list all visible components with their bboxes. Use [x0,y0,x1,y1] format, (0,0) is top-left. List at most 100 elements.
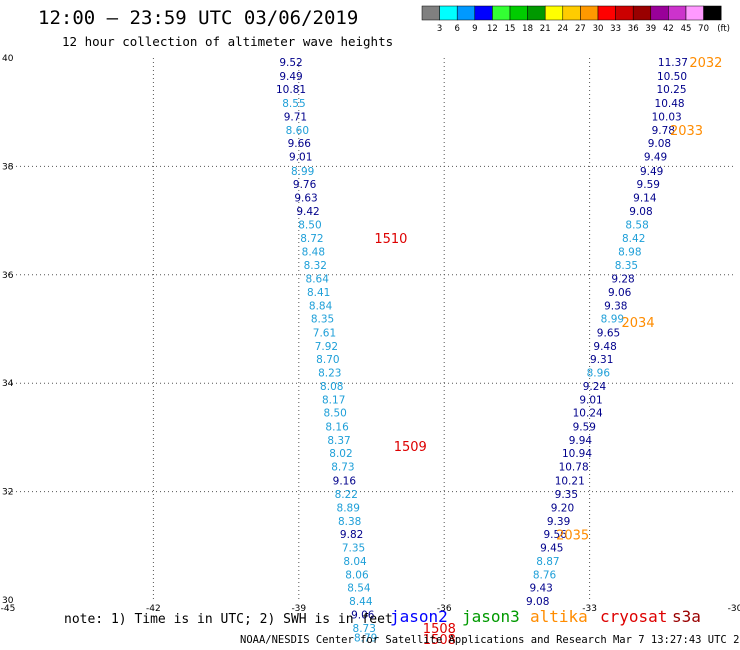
colorbar-swatch [703,5,722,21]
colorbar-tick-label: 33 [610,24,621,34]
orbit-annotation: 1508 [423,622,456,637]
data-point-label: 9.16 [333,475,357,487]
colorbar-swatch [509,5,528,21]
chart-subtitle: 12 hour collection of altimeter wave hei… [62,34,394,49]
data-point-label: 9.20 [551,502,574,514]
colorbar-tick-label: 30 [593,24,604,34]
data-point-label: 8.60 [286,125,309,137]
y-tick-label: 38 [2,162,14,172]
data-point-label: 9.01 [289,152,312,164]
data-point-label: 8.44 [349,596,373,608]
orbit-annotation: 2033 [670,124,703,139]
data-point-label: 8.48 [302,247,325,259]
data-point-label: 10.03 [652,112,682,124]
data-point-label: 8.54 [347,583,371,595]
colorbar-tick-label: 45 [681,24,692,34]
data-point-label: 9.38 [604,301,627,313]
x-tick-label: -33 [582,604,597,614]
data-point-label: 8.99 [291,166,314,178]
colorbar-tick-label: 18 [522,24,533,34]
data-point-label: 8.73 [353,623,376,635]
colorbar-swatch [456,5,476,21]
data-point-label: 8.22 [335,489,358,501]
data-point-label: 7.61 [313,327,336,339]
data-point-label: 9.14 [633,192,657,204]
data-point-label: 9.56 [543,529,567,541]
data-point-label: 9.08 [648,138,671,150]
data-point-label: 8.08 [320,381,343,393]
data-point-label: 9.43 [529,583,552,595]
data-point-label: 8.70 [316,354,339,366]
data-point-label: 9.52 [279,57,302,69]
data-point-label: 9.49 [279,71,302,83]
data-point-label: 9.08 [526,596,549,608]
colorbar-swatch [474,5,493,21]
data-point-label: 8.37 [327,435,350,447]
data-point-label: 9.42 [296,206,319,218]
data-point-label: 9.59 [637,179,660,191]
orbit-annotation: 2032 [689,56,722,71]
colorbar-tick-label: 70 [698,24,709,34]
data-point-label: 7.92 [315,341,338,353]
data-point-label: 8.50 [323,408,346,420]
y-tick-label: 34 [2,379,14,389]
data-point-label: 7.35 [342,542,365,554]
x-tick-label: -45 [1,604,16,614]
legend-jason2: jason2 [390,607,448,626]
data-point-label: 8.35 [311,314,334,326]
colorbar-tick-label: 39 [645,24,656,34]
y-tick-label: 40 [2,54,14,64]
chart-title: 12:00 – 23:59 UTC 03/06/2019 [38,7,359,29]
colorbar-swatch [632,5,652,21]
data-point-label: 8.58 [625,219,648,231]
orbit-annotation: 1509 [394,440,427,455]
data-point-label: 9.78 [652,125,675,137]
data-point-label: 9.63 [294,192,317,204]
data-point-label: 9.39 [547,516,570,528]
data-point-label: 8.55 [282,98,305,110]
data-point-label: 9.06 [351,610,375,622]
data-point-label: 10.50 [657,71,687,83]
data-point-label: 9.65 [597,327,620,339]
data-point-label: 9.08 [629,206,652,218]
data-point-label: 9.59 [573,422,596,434]
colorbar-unit: (ft) [717,24,730,34]
data-point-label: 8.76 [533,570,557,582]
data-point-label: 8.16 [325,422,349,434]
x-tick-label: -36 [437,604,452,614]
data-point-label: 8.41 [307,287,330,299]
colorbar-tick-label: 3 [437,24,442,34]
colorbar-swatch [492,5,511,21]
data-point-label: 8.64 [306,274,330,286]
note-text: note: 1) Time is in UTC; 2) SWH is in fe… [64,612,393,627]
legend-s3a: s3a [672,607,701,626]
colorbar-tick-label: 27 [575,24,586,34]
x-tick-label: -42 [146,604,161,614]
data-point-label: 8.17 [322,395,345,407]
orbit-annotation: 1508 [423,633,456,648]
data-point-label: 9.71 [284,112,307,124]
orbit-annotation: 2034 [622,316,655,331]
colorbar-swatch [615,5,634,21]
y-tick-label: 36 [2,271,14,281]
data-point-label: 8.87 [536,556,559,568]
data-point-label: 10.25 [656,84,686,96]
colorbar-tick-label: 9 [472,24,477,34]
data-point-label: 10.81 [276,84,306,96]
data-point-label: 9.49 [644,152,667,164]
data-point-label: 9.01 [579,395,602,407]
data-point-label: 9.35 [555,489,578,501]
data-point-label: 8.84 [309,301,333,313]
colorbar-swatch [580,5,599,21]
legend-jason3: jason3 [462,607,520,626]
data-point-label: 9.24 [583,381,607,393]
data-point-label: 9.06 [608,287,632,299]
colorbar-swatch [439,5,458,21]
credit-text: NOAA/NESDIS Center for Satellite Applica… [240,634,740,646]
data-point-label: 8.72 [300,233,323,245]
data-point-label: 9.45 [540,542,563,554]
data-point-label: 8.06 [345,570,369,582]
y-tick-label: 30 [2,596,14,606]
data-point-label: 8.38 [338,516,361,528]
colorbar-swatch [650,5,669,21]
